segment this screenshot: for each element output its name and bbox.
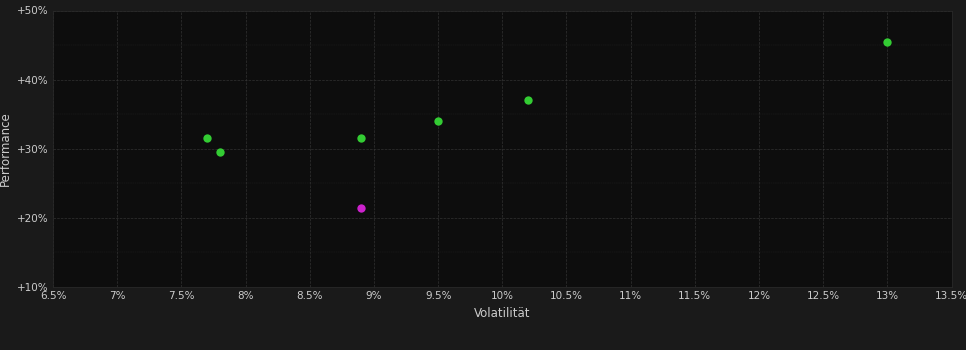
Y-axis label: Performance: Performance xyxy=(0,111,12,186)
X-axis label: Volatilität: Volatilität xyxy=(474,307,530,320)
